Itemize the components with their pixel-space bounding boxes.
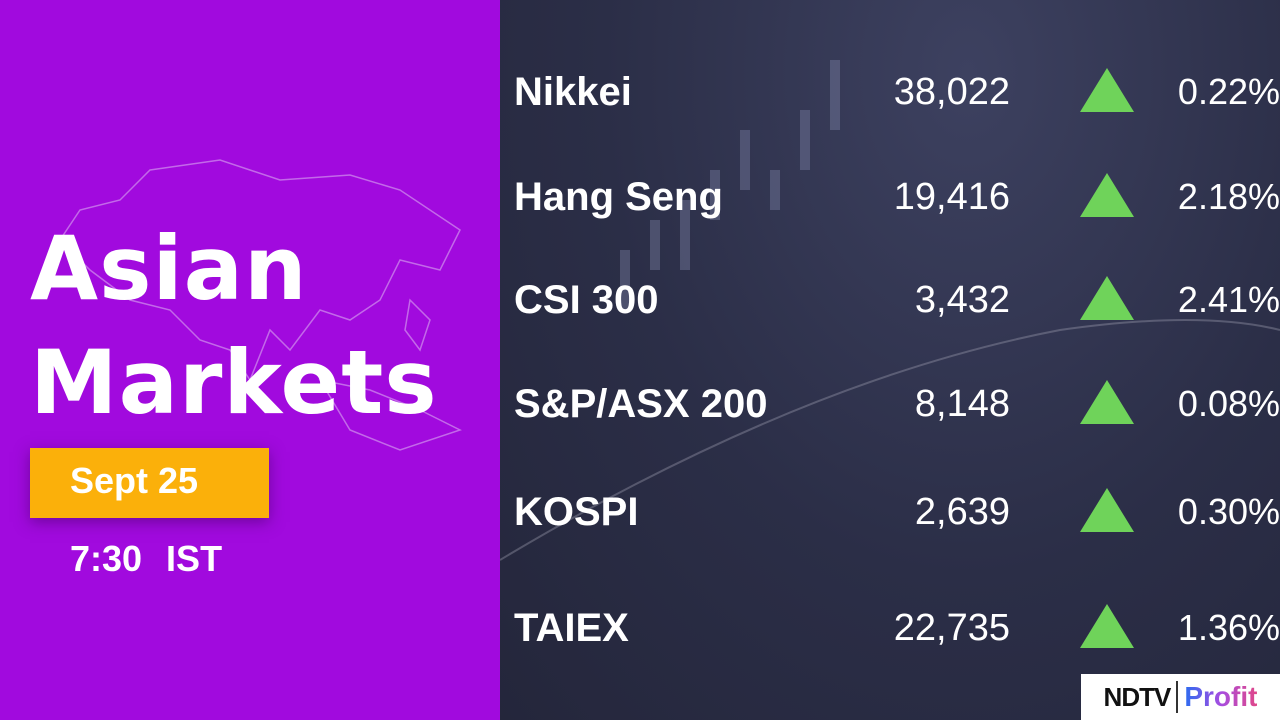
- index-value: 22,735: [893, 607, 1010, 649]
- logo-brand: NDTV: [1103, 681, 1172, 712]
- market-row: S&P/ASX 200 8,148 0.08%: [500, 374, 1280, 434]
- market-table: [500, 0, 1280, 720]
- index-value: 3,432: [914, 279, 1010, 321]
- logo-divider: [1176, 681, 1179, 713]
- index-change: 1.36%: [1177, 607, 1280, 648]
- index-name: Nikkei: [514, 70, 632, 114]
- index-change: 0.22%: [1177, 71, 1280, 112]
- market-row: CSI 300 3,432 2.41%: [500, 270, 1280, 330]
- index-value: 8,148: [914, 383, 1010, 425]
- time-label: 7:30 IST: [70, 538, 223, 579]
- index-name: TAIEX: [514, 606, 629, 650]
- up-arrow-icon: [1080, 68, 1134, 112]
- up-arrow-icon: [1080, 488, 1134, 532]
- market-row: Hang Seng 19,416 2.18%: [500, 167, 1280, 227]
- date-badge: Sept 25: [30, 448, 269, 518]
- up-arrow-icon: [1080, 380, 1134, 424]
- headline: Asian Markets: [30, 212, 438, 440]
- up-arrow-icon: [1080, 604, 1134, 648]
- index-change: 2.18%: [1177, 176, 1280, 217]
- index-change: 2.41%: [1177, 279, 1280, 320]
- market-row: Nikkei 38,022 0.22%: [500, 62, 1280, 122]
- index-value: 38,022: [893, 71, 1010, 113]
- index-name: Hang Seng: [514, 175, 723, 219]
- up-arrow-icon: [1080, 173, 1134, 217]
- market-row: TAIEX 22,735 1.36%: [500, 598, 1280, 658]
- index-name: S&P/ASX 200: [514, 382, 768, 426]
- ndtv-profit-logo: NDTV Profit: [1081, 674, 1280, 720]
- headline-line-2: Markets: [30, 331, 438, 434]
- left-panel: Asian Markets Sept 25 7:30 IST: [0, 0, 500, 720]
- index-change: 0.08%: [1177, 383, 1280, 424]
- index-value: 2,639: [914, 491, 1010, 533]
- logo-product: Profit: [1184, 681, 1258, 712]
- index-name: CSI 300: [514, 278, 659, 322]
- up-arrow-icon: [1080, 276, 1134, 320]
- candlestick-background: [500, 60, 1280, 561]
- headline-line-1: Asian: [30, 217, 308, 320]
- index-name: KOSPI: [514, 490, 639, 534]
- index-change: 0.30%: [1177, 491, 1280, 532]
- market-row: KOSPI 2,639 0.30%: [500, 482, 1280, 542]
- asia-map-outline: [59, 159, 462, 451]
- index-value: 19,416: [893, 176, 1010, 218]
